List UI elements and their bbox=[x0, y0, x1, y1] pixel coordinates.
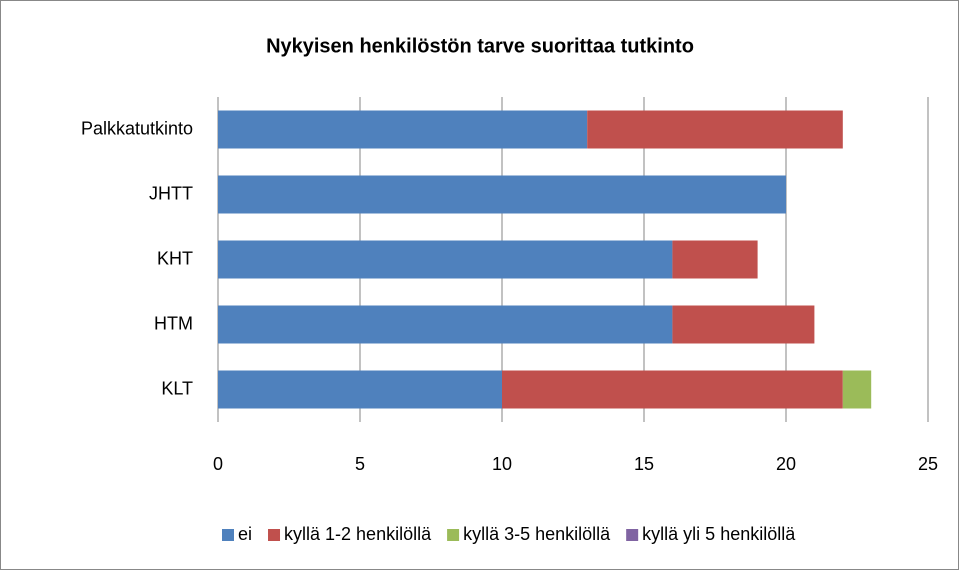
x-tick-label: 5 bbox=[355, 454, 365, 474]
y-tick-label: JHTT bbox=[149, 183, 193, 203]
bar-segment bbox=[218, 175, 786, 214]
x-tick-label: 20 bbox=[776, 454, 796, 474]
legend-label: kyllä yli 5 henkilöllä bbox=[642, 524, 796, 544]
x-tick-label: 0 bbox=[213, 454, 223, 474]
y-tick-label: KLT bbox=[161, 378, 193, 398]
bar-segment bbox=[587, 110, 843, 149]
bar-segment bbox=[218, 370, 502, 409]
bar-segment bbox=[218, 110, 588, 149]
bar-segment bbox=[842, 370, 872, 409]
x-tick-label: 15 bbox=[634, 454, 654, 474]
legend-swatch bbox=[222, 529, 234, 541]
x-tick-label: 25 bbox=[918, 454, 938, 474]
x-tick-label: 10 bbox=[492, 454, 512, 474]
legend-swatch bbox=[626, 529, 639, 541]
bar-segment bbox=[502, 370, 843, 409]
bar-segment bbox=[672, 305, 815, 344]
chart-title: Nykyisen henkilöstön tarve suorittaa tut… bbox=[266, 35, 694, 57]
legend-swatch bbox=[268, 529, 281, 541]
y-tick-label: KHT bbox=[157, 248, 193, 268]
bar-segment bbox=[218, 305, 673, 344]
y-tick-label: Palkkatutkinto bbox=[81, 118, 193, 138]
legend-label: ei bbox=[238, 524, 252, 544]
bar-segment bbox=[672, 240, 758, 279]
legend-label: kyllä 1-2 henkilöllä bbox=[284, 524, 432, 544]
legend-swatch bbox=[447, 529, 460, 541]
legend-label: kyllä 3-5 henkilöllä bbox=[463, 524, 611, 544]
y-tick-label: HTM bbox=[154, 313, 193, 333]
bar-segment bbox=[218, 240, 673, 279]
